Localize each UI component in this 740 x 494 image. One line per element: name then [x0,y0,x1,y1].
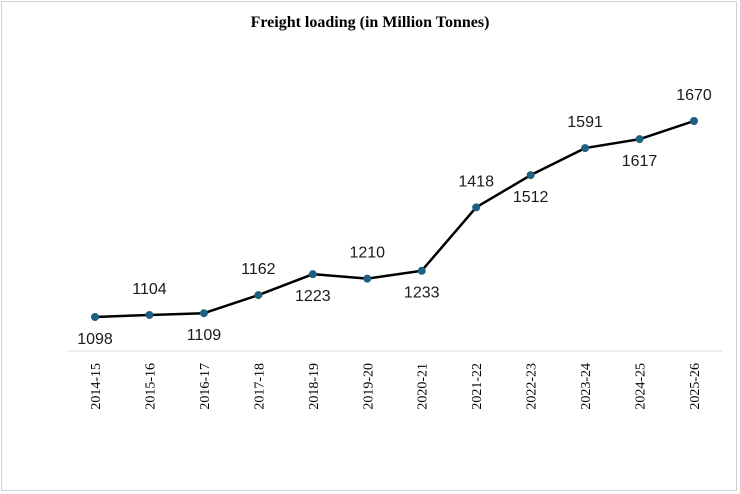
chart-title: Freight loading (in Million Tonnes) [250,14,490,31]
data-point [308,270,317,279]
data-label: 1104 [132,281,167,298]
data-point [254,291,263,300]
data-point [91,313,99,321]
data-label: 1109 [187,327,222,344]
data-label: 1162 [241,261,276,278]
data-label: 1617 [622,153,658,170]
x-tick-label: 2025-26 [688,363,703,410]
data-label: 1098 [77,331,113,348]
data-point [472,203,481,212]
x-tick-label: 2016-17 [198,363,213,410]
data-point [363,274,372,283]
data-point [199,309,208,318]
x-tick-label: 2015-16 [143,363,158,410]
series-line [94,119,695,319]
data-point [526,171,535,180]
x-tick-label: 2019-20 [361,363,376,410]
x-tick-label: 2014-15 [89,363,104,410]
data-label: 1418 [458,173,494,190]
data-label: 1233 [404,285,440,302]
data-point [417,266,426,275]
data-label: 1591 [567,114,603,131]
x-tick-label: 2018-19 [307,363,322,410]
x-tick-label: 2022-23 [525,363,540,410]
data-label: 1670 [676,87,712,104]
x-tick-label: 2021-22 [470,363,485,410]
x-tick-label: 2024-25 [634,363,649,410]
data-point [145,310,154,319]
x-tick-label: 2017-18 [252,363,267,410]
x-tick-label: 2023-24 [579,363,594,410]
data-label: 1210 [349,245,385,262]
x-tick-label: 2020-21 [416,363,431,410]
data-label: 1223 [295,288,331,305]
data-point [581,144,590,153]
data-point [690,117,698,125]
data-point [635,135,644,144]
data-label: 1512 [513,189,549,206]
